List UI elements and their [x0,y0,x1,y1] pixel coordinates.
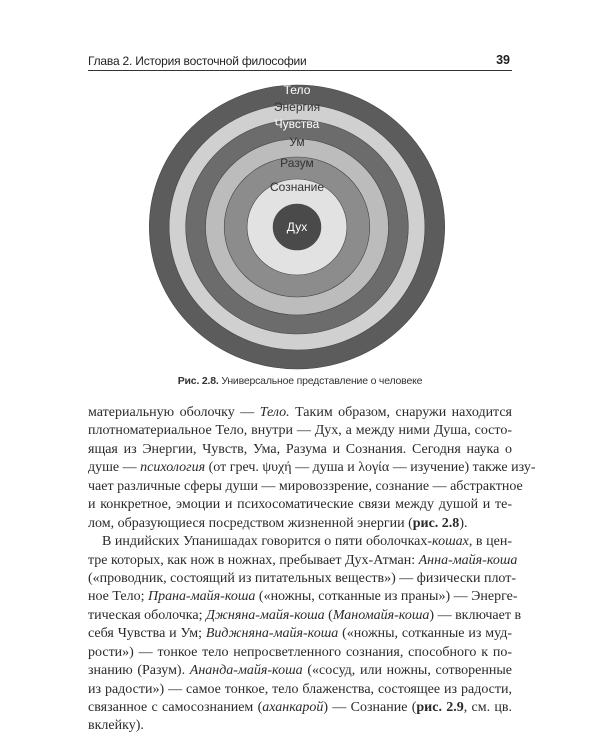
text-line: тре которых, как нож в ножнах, пребывает… [88,552,517,570]
text-segment: («ножны, сотканные из праны») — Энерге- [255,589,518,605]
text-line: знанию (Разум). Ананда-майя-коша («сосуд… [88,662,512,680]
figure-caption-text: Универсальное представление о человеке [218,375,423,387]
text-segment: материальную оболочку — [88,405,260,420]
text-segment: чает различные сферы души — мировоззрени… [88,478,523,494]
page-number: 39 [496,53,510,67]
figure-caption: Рис. 2.8. Универсальное представление о … [0,375,600,387]
ring-label: Чувства [275,117,320,131]
text-segment: ) — Сознание ( [323,700,417,715]
text-line: и конкретное, эмоции и психосоматические… [88,496,512,514]
text-segment: , см. цв. [463,700,512,715]
text-line: из радости») — самое тонкое, тело блажен… [88,681,512,699]
italic-term: Виджняна-майя-коша [205,626,339,642]
text-line: ящая из Энергии, Чувств, Ума, Разума и С… [88,441,512,459]
text-segment: (от греч. ψυχή — душа и λογία — изучение… [205,460,536,476]
italic-term: Ананда-майя-коша [189,663,303,679]
text-line: себя Чувства и Ум; Виджняна-майя-коша («… [88,625,512,643]
text-segment: себя Чувства и Ум; [88,626,206,642]
ring-label: Тело [284,83,311,97]
italic-term: психология [140,460,206,476]
text-line: рости») — тонкое тело непросветленного с… [88,644,512,662]
body-text: материальную оболочку — Тело. Таким обра… [88,404,536,736]
ring-7 [272,203,322,251]
text-line: материальную оболочку — Тело. Таким обра… [88,404,512,422]
text-segment: душе — [88,460,141,476]
text-segment: и конкретное, эмоции и психосоматические… [88,497,512,513]
text-segment: связанное с самосознанием ( [88,700,263,715]
text-segment: тическая оболочка; [88,607,206,623]
italic-term: Тело. [259,405,290,420]
text-segment: знанию (Разум). [88,663,190,679]
text-line: ное Тело; Прана-майя-коша («ножны, сотка… [88,588,518,606]
italic-term: аханкарой [262,700,324,715]
text-segment: из радости») — самое тонкое, тело блажен… [88,681,512,697]
italic-term: Анна-майя-коша [418,552,518,568]
ring-label: Разум [280,156,314,170]
text-line: вклейку). [88,717,512,735]
figure-number: Рис. 2.8. [177,375,219,387]
concentric-circles-diagram: Тело Энергия Чувства Ум Разум Сознание Дух [149,83,445,370]
text-line: чает различные сферы души — мировоззрени… [88,478,523,496]
text-segment: лом, образующиеся посредством жизненной … [88,515,413,531]
text-line: («проводник, состоящий из питательных ве… [88,570,516,588]
text-segment: Таким образом, снаружи находится [289,405,512,420]
italic-term: Прана-майя-коша [148,589,256,605]
ring-label: Энергия [274,100,320,114]
ring-label: Дух [287,220,307,234]
text-segment: («проводник, состоящий из питательных ве… [88,570,517,586]
text-segment: , в цен- [468,534,512,550]
text-segment: рости») — тонкое тело непросветленного с… [88,644,512,660]
running-header: Глава 2. История восточной философии 39 [88,53,512,71]
figure-reference: рис. 2.8 [412,515,460,531]
text-segment: вклейку). [88,718,144,734]
chapter-title: Глава 2. История восточной философии [88,54,307,68]
text-line: В индийских Упанишадах говорится о пяти … [88,533,512,551]
italic-term: кошах [432,534,469,550]
text-segment: плотноматериальное Тело, внутри — Дух, а… [88,423,512,439]
italic-term: Джняна-майя-коша [205,607,325,623]
text-line: плотноматериальное Тело, внутри — Дух, а… [88,422,512,440]
text-line: тическая оболочка; Джняна-майя-коша (Ман… [88,607,521,625]
text-segment: ). [459,515,468,531]
ring-label: Сознание [270,180,324,194]
figure-reference: рис. 2.9 [416,700,464,715]
text-segment: ное Тело; [88,589,148,605]
italic-term: Маномайя-коша [332,607,430,623]
text-line: душе — психология (от греч. ψυχή — душа … [88,459,536,477]
text-segment: ящая из Энергии, Чувств, Ума, Разума и С… [88,441,512,457]
text-segment: В индийских Упанишадах говорится о пяти … [102,534,433,550]
ring-label: Ум [289,135,304,149]
text-segment: ( [324,607,333,623]
text-line: связанное с самосознанием (аханкарой) — … [88,699,512,717]
text-segment: ) — включает в [429,607,522,623]
text-segment: («ножны, сотканные из муд- [338,626,512,642]
text-segment: тре которых, как нож в ножнах, пребывает… [88,552,419,568]
text-segment: («сосуд, или ножны, сотворенные [302,663,512,679]
text-line: лом, образующиеся посредством жизненной … [88,515,512,533]
